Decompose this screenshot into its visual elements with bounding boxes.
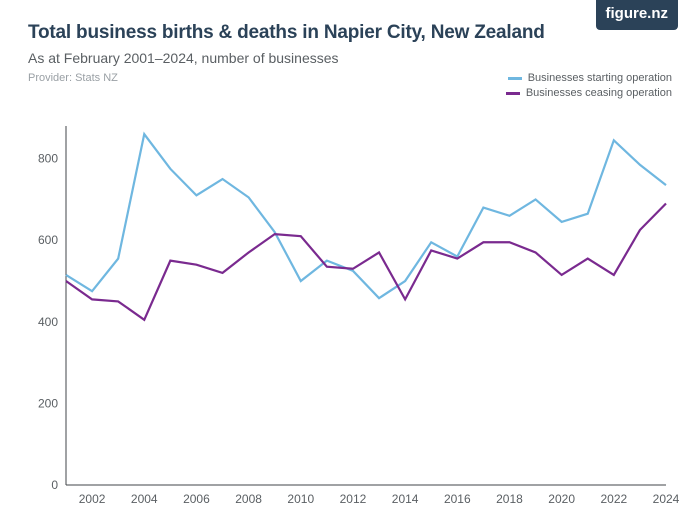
x-tick-label: 2024: [653, 492, 680, 506]
chart-legend: Businesses starting operation Businesses …: [506, 72, 672, 102]
figure-nz-logo: figure.nz: [596, 0, 679, 30]
x-tick-label: 2014: [392, 492, 419, 506]
legend-item: Businesses starting operation: [506, 72, 672, 84]
x-tick-label: 2012: [340, 492, 367, 506]
x-tick-label: 2020: [548, 492, 575, 506]
series-line: [66, 134, 666, 298]
x-tick-label: 2006: [183, 492, 210, 506]
y-tick-label: 0: [51, 478, 58, 492]
y-tick-label: 800: [38, 152, 58, 166]
logo-text: figure.nz: [606, 5, 669, 22]
x-tick-label: 2008: [235, 492, 262, 506]
y-tick-label: 600: [38, 233, 58, 247]
x-tick-label: 2002: [79, 492, 106, 506]
x-tick-label: 2004: [131, 492, 158, 506]
legend-label: Businesses ceasing operation: [526, 87, 672, 99]
y-tick-label: 400: [38, 315, 58, 329]
legend-swatch: [506, 92, 520, 95]
x-tick-label: 2010: [287, 492, 314, 506]
x-tick-label: 2016: [444, 492, 471, 506]
x-tick-label: 2018: [496, 492, 523, 506]
legend-swatch: [508, 77, 522, 80]
x-tick-label: 2022: [600, 492, 627, 506]
series-line: [66, 204, 666, 320]
line-chart: 0 200 400 600 800 2002 2004 2006 2008 2010 2012 201…: [28, 120, 672, 507]
legend-label: Businesses starting operation: [528, 72, 672, 84]
legend-item: Businesses ceasing operation: [506, 87, 672, 99]
chart-title: Total business births & deaths in Napier…: [28, 22, 672, 44]
chart-subtitle: As at February 2001–2024, number of busi…: [28, 50, 672, 66]
chart-svg: 0 200 400 600 800 2002 2004 2006 2008 2010 2012 201…: [28, 120, 672, 507]
y-tick-label: 200: [38, 396, 58, 410]
